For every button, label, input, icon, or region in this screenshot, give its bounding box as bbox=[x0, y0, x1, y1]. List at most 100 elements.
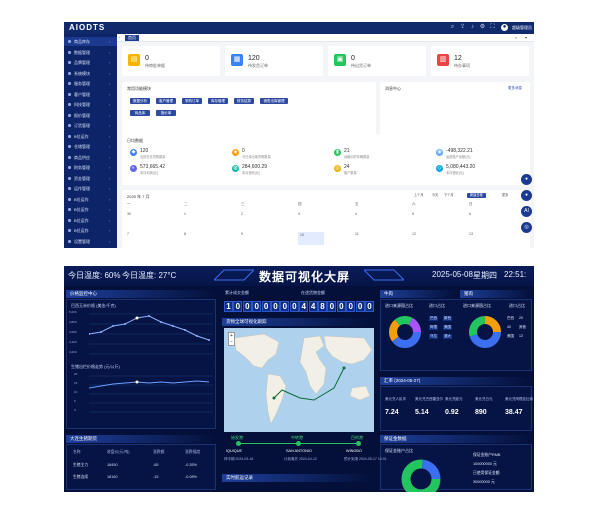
stat-card[interactable]: ▣ 0 待出货订单 bbox=[328, 46, 426, 76]
calendar-day[interactable]: 12 bbox=[412, 232, 416, 236]
close-tabs-icon[interactable]: × bbox=[515, 35, 518, 40]
bell-icon[interactable]: ♪ bbox=[471, 24, 474, 30]
calendar-day[interactable]: 2 bbox=[241, 212, 243, 216]
world-map-shapes bbox=[233, 333, 373, 425]
sidebar-item[interactable]: 资金管理 › bbox=[64, 174, 117, 183]
calendar-day[interactable]: 5 bbox=[412, 212, 414, 216]
calendar-day[interactable]: 8 bbox=[184, 232, 186, 236]
sidebar-item[interactable]: 商品库存 › bbox=[64, 37, 117, 46]
chevron-down-icon: › bbox=[109, 91, 111, 97]
quick-function-button[interactable]: 库存管理 bbox=[208, 98, 228, 104]
sidebar-item[interactable]: 设置管理 › bbox=[64, 237, 117, 246]
guarantee-item: 保证金账户RMB bbox=[473, 453, 501, 457]
tab-home[interactable]: 首页 bbox=[125, 35, 139, 41]
sidebar-item[interactable]: 客户管理 › bbox=[64, 90, 117, 99]
calendar-day[interactable]: 10 bbox=[298, 232, 324, 245]
quick-function-button[interactable]: 数据分析 bbox=[130, 98, 150, 104]
sidebar-item[interactable]: 数据管理 › bbox=[64, 48, 117, 57]
sidebar-item[interactable]: B位运作 › bbox=[64, 205, 117, 214]
calendar-add-button[interactable]: 新建日程 bbox=[467, 193, 486, 198]
user-name[interactable]: 超级管理员 bbox=[512, 25, 532, 30]
calendar-day[interactable]: 7 bbox=[127, 232, 129, 236]
calendar-day[interactable]: 3 bbox=[298, 212, 300, 216]
chart-y-tick: 4,600 bbox=[69, 330, 77, 334]
pork-donut-chart bbox=[469, 316, 501, 348]
calendar-today-button[interactable]: 今天 bbox=[432, 193, 439, 197]
sidebar-item[interactable]: B位运作 › bbox=[64, 216, 117, 225]
avatar[interactable]: ● bbox=[501, 24, 508, 31]
in-transit-amount-label: 在途货物金额 bbox=[301, 290, 325, 295]
sidebar-item[interactable]: 财务管理 › bbox=[64, 163, 117, 172]
sidebar-item[interactable]: B位运作 › bbox=[64, 195, 117, 204]
share-icon[interactable]: ⇪ bbox=[459, 24, 466, 30]
chevron-down-icon: › bbox=[109, 39, 111, 44]
metric-icon: ◐ bbox=[130, 165, 137, 172]
calendar-prev-button[interactable]: 上个月 bbox=[414, 193, 424, 197]
menu-item-icon bbox=[68, 103, 71, 106]
exchange-rate-value: 0.92 bbox=[445, 409, 459, 416]
menu-item-icon bbox=[68, 113, 71, 117]
pork-import-label: 进口占比 bbox=[509, 303, 525, 308]
sidebar-item-label: B位运作 bbox=[74, 228, 89, 233]
quick-functions-title: 常用功能模块 bbox=[127, 86, 151, 91]
quick-function-button[interactable]: 商品库 bbox=[130, 110, 150, 116]
floating-action-button[interactable]: ● bbox=[521, 190, 532, 201]
search-icon[interactable]: ⌕ bbox=[450, 24, 455, 30]
chevron-down-icon: › bbox=[109, 175, 111, 181]
current-weekday: 星期四 bbox=[473, 271, 497, 280]
stat-card[interactable]: ▦ 120 待发货订单 bbox=[225, 46, 323, 76]
calendar-day[interactable]: 6 bbox=[469, 212, 471, 216]
quick-function-button[interactable]: 财务结算 bbox=[234, 98, 254, 104]
sidebar-item[interactable]: B位运作 › bbox=[64, 132, 117, 141]
sidebar-item[interactable]: 系统模块 › bbox=[64, 69, 117, 78]
beef-source-tag: 美国 bbox=[443, 325, 452, 330]
calendar-day[interactable]: 1 bbox=[184, 212, 186, 216]
route-stop-icon bbox=[356, 441, 361, 446]
quick-function-button[interactable]: 销售出库管理 bbox=[260, 98, 288, 104]
table-header: 涨跌额 bbox=[153, 450, 165, 454]
menu-item-icon bbox=[68, 155, 71, 159]
notice-more-link[interactable]: 更多消息 bbox=[508, 86, 522, 90]
map-zoom-control[interactable]: + − bbox=[228, 332, 235, 346]
stat-value: 12 bbox=[454, 55, 462, 62]
menu-item-icon bbox=[68, 50, 71, 54]
stat-card[interactable]: ▤ 0 待审批单据 bbox=[122, 46, 220, 76]
world-map[interactable]: + − bbox=[224, 328, 374, 432]
sidebar-item[interactable]: 仓储管理 › bbox=[64, 142, 117, 151]
chevron-down-icon[interactable]: ▾ bbox=[525, 35, 528, 40]
calendar-day[interactable]: 9 bbox=[241, 232, 243, 236]
route-stop-name: 目的港 bbox=[351, 435, 363, 440]
floating-action-button[interactable]: AI bbox=[521, 206, 532, 217]
sidebar-item[interactable]: 订货管理 › bbox=[64, 121, 117, 130]
route-stop-date: 计划离开 2024-04-12 bbox=[284, 457, 317, 461]
metric-value: 0 bbox=[242, 148, 245, 154]
sidebar-item[interactable]: B位运作 › bbox=[64, 226, 117, 235]
exchange-rate-label: 美元兑阿根廷比索 bbox=[505, 397, 533, 401]
quick-function-button[interactable]: 采购订单 bbox=[182, 98, 202, 104]
quick-function-button[interactable]: 客户管理 bbox=[156, 98, 176, 104]
calendar-day[interactable]: 11 bbox=[355, 232, 359, 236]
floating-action-button[interactable]: ● bbox=[521, 174, 532, 185]
settings-icon[interactable]: ⚙ bbox=[479, 24, 486, 30]
calendar-day[interactable]: 30 bbox=[127, 212, 131, 216]
sidebar-item[interactable]: 品牌管理 › bbox=[64, 58, 117, 67]
calendar-next-button[interactable]: 下个月 bbox=[444, 193, 454, 197]
floating-action-button[interactable]: ◎ bbox=[521, 222, 532, 233]
sidebar-item-label: 数据管理 bbox=[74, 49, 90, 55]
calendar-day[interactable]: 4 bbox=[355, 212, 357, 216]
stat-card[interactable]: ▥ 12 待办事项 bbox=[431, 46, 529, 76]
stat-value: 0 bbox=[145, 55, 149, 62]
sidebar-item[interactable]: 服务管理 › bbox=[64, 79, 117, 88]
collapse-icon[interactable]: ‹ bbox=[119, 35, 121, 40]
calendar-more-button[interactable]: 更多 bbox=[502, 193, 509, 197]
sidebar-item[interactable]: 科技管理 › bbox=[64, 100, 117, 109]
sidebar-item[interactable]: 报价管理 › bbox=[64, 111, 117, 120]
counter-digit: 8 bbox=[318, 301, 327, 312]
quick-function-button[interactable]: 报价单 bbox=[156, 110, 176, 116]
counter-digit: 0 bbox=[280, 301, 290, 312]
sidebar-item[interactable]: 商品供应 › bbox=[64, 153, 117, 162]
fullscreen-icon[interactable]: ⛶ bbox=[490, 24, 495, 30]
calendar-day[interactable]: 13 bbox=[469, 232, 473, 236]
pork-title: 猪肉 bbox=[460, 290, 532, 298]
sidebar-item[interactable]: 运作管理 › bbox=[64, 184, 117, 193]
